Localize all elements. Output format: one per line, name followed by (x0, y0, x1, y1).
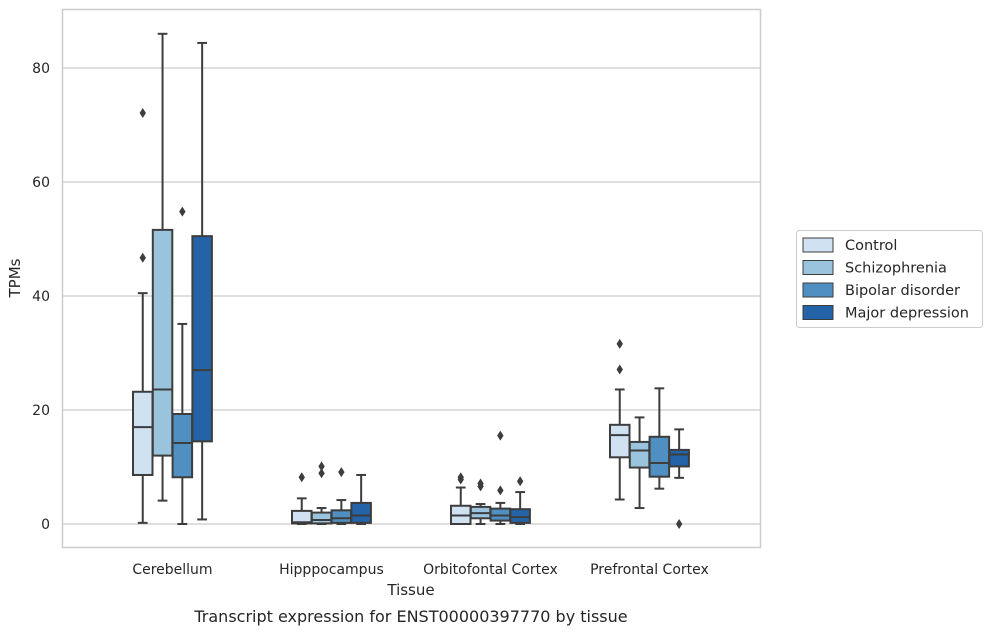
box (132, 108, 154, 524)
legend-label: Schizophrenia (845, 261, 947, 277)
gridlines (63, 67, 760, 525)
legend-label: Bipolar disorder (845, 283, 960, 299)
plot-area-frame (61, 8, 762, 549)
box-body (310, 511, 333, 525)
y-tick-labels: 0 20 40 60 80 (32, 61, 50, 533)
box (151, 32, 174, 502)
box (450, 472, 472, 526)
box (648, 387, 671, 490)
outlier-point (616, 338, 623, 349)
box-body (509, 508, 531, 524)
x-tick-label: Hipppocampus (279, 562, 384, 578)
box (609, 338, 631, 501)
box (628, 416, 651, 510)
x-tick-label: Prefrontal Cortex (590, 562, 709, 578)
legend-swatch (802, 305, 834, 320)
legend-item[interactable]: Bipolar disorder (802, 282, 960, 299)
outlier-point (179, 206, 186, 217)
legend-item[interactable]: Schizophrenia (802, 260, 947, 277)
box-body (350, 501, 372, 524)
legend-item[interactable]: Control (802, 237, 897, 254)
box (509, 476, 531, 525)
outlier-point (675, 519, 683, 529)
outlier-point (497, 485, 504, 496)
chart-caption: Transcript expression for ENST0000039777… (193, 607, 627, 626)
legend[interactable]: Control Schizophrenia Bipolar disorder Majo… (796, 230, 983, 328)
y-tick-label: 80 (32, 61, 50, 77)
box (291, 472, 313, 525)
y-tick-label: 20 (32, 403, 50, 419)
outlier-point (477, 478, 484, 489)
box-body (609, 423, 631, 459)
box (668, 428, 690, 529)
y-tick-label: 0 (41, 517, 50, 533)
outlier-point (497, 430, 504, 441)
box (191, 41, 213, 521)
box-body (132, 390, 154, 476)
outlier-point (139, 252, 146, 263)
y-axis-title: TPMs (6, 258, 24, 298)
box (330, 467, 353, 525)
legend-swatch (802, 260, 834, 275)
legend-swatch (802, 237, 834, 253)
y-tick-label: 40 (32, 289, 50, 305)
box-body (628, 440, 651, 469)
outlier-point (318, 468, 325, 479)
box-body (330, 509, 353, 524)
y-tick-label: 60 (32, 175, 50, 191)
outlier-point (457, 472, 464, 483)
x-tick-label: Orbitofontal Cortex (423, 562, 558, 578)
box (310, 461, 333, 525)
box-body (171, 412, 194, 479)
boxes (132, 32, 690, 529)
legend-swatch (802, 282, 834, 298)
box-body (668, 448, 690, 468)
x-axis-title: Tissue (386, 581, 434, 599)
x-tick-labels: Cerebellum Hipppocampus Orbitofontal Corte… (132, 562, 708, 578)
legend-label: Control (845, 238, 897, 254)
outlier-point (139, 108, 146, 119)
legend-label: Major depression (845, 306, 969, 322)
legend-item[interactable]: Major depression (802, 305, 969, 322)
outlier-point (338, 467, 345, 478)
box (469, 478, 492, 525)
box-body (648, 435, 671, 478)
outlier-point (298, 472, 305, 483)
box (489, 430, 512, 525)
box (350, 473, 372, 525)
outlier-point (318, 461, 325, 472)
outlier-point (616, 364, 623, 375)
box-body (191, 235, 213, 443)
box (171, 206, 194, 525)
legend-frame (796, 230, 983, 328)
x-tick-label: Cerebellum (132, 562, 212, 578)
outlier-point (516, 476, 524, 487)
box-body (151, 228, 174, 457)
